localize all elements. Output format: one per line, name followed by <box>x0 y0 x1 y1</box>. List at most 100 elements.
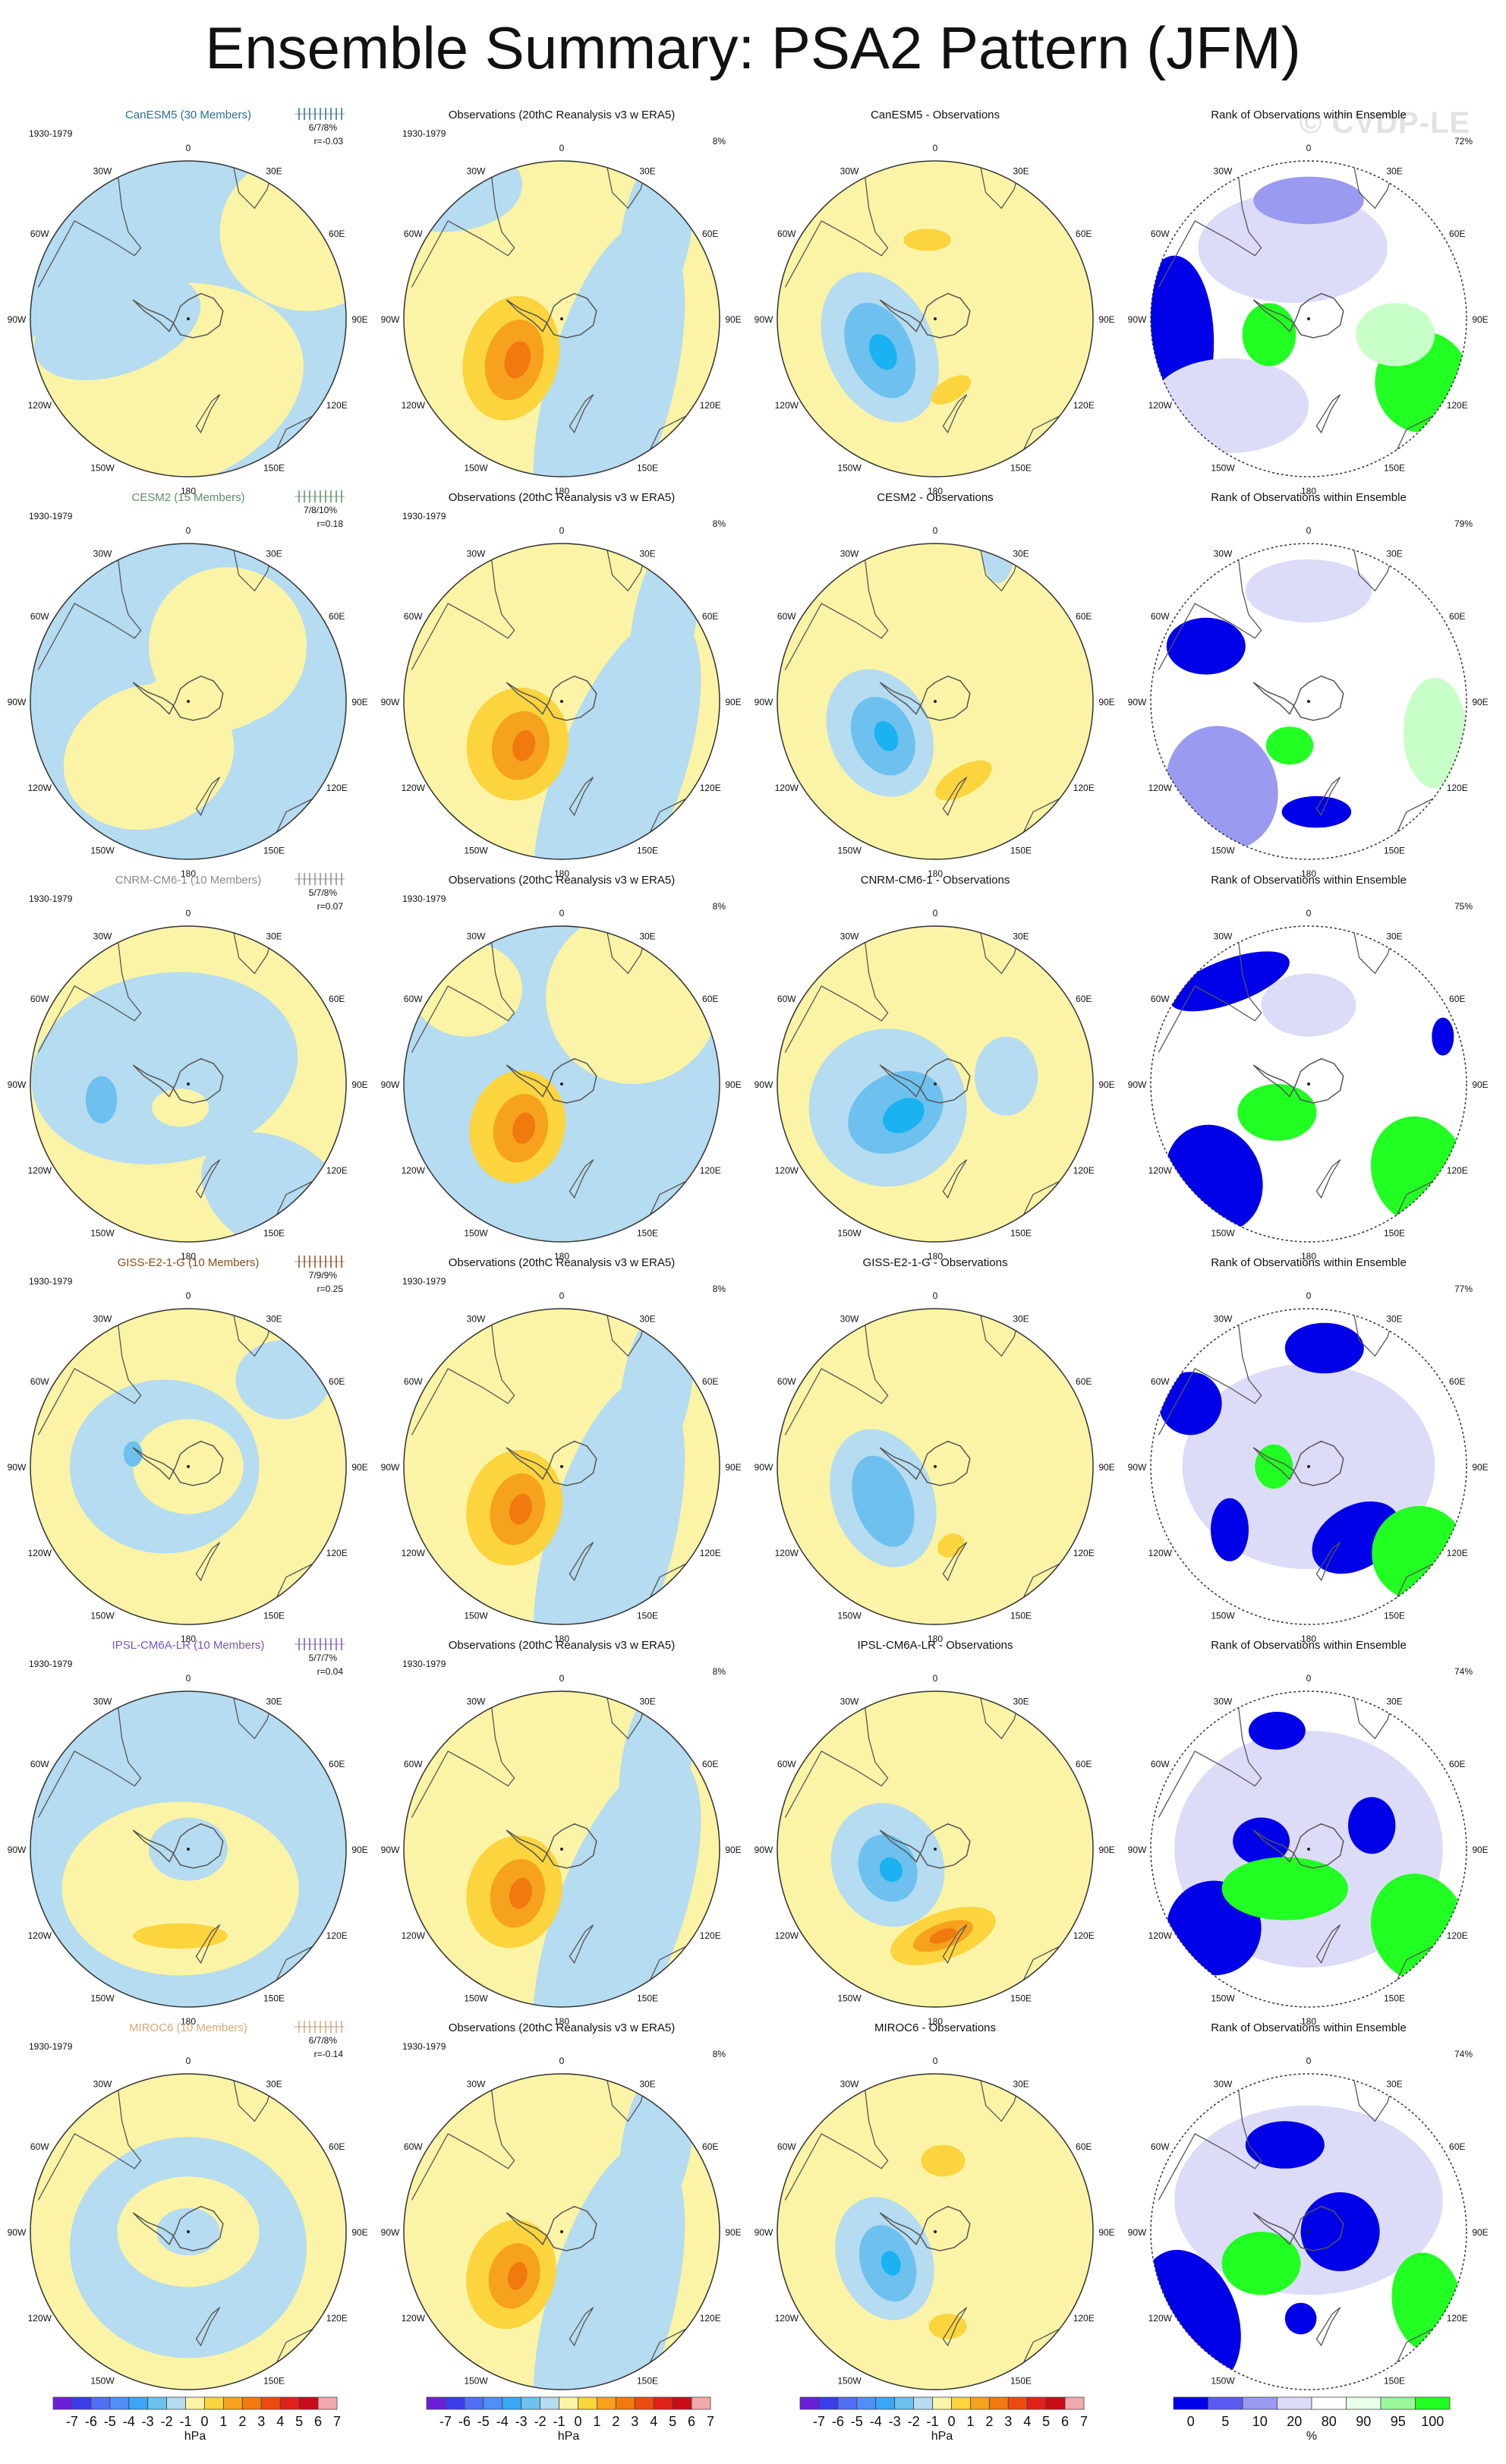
antarctica-coastline <box>1252 1823 1344 1869</box>
longitude-label: 30W <box>840 1696 859 1706</box>
colorbar-swatch <box>615 2396 635 2410</box>
longitude-label: 90E <box>1472 1079 1488 1090</box>
colorbar-tick-label: -2 <box>534 2414 547 2429</box>
map-border <box>403 543 720 860</box>
antarctica-coastline <box>132 675 224 721</box>
colorbar-tick-label: 7 <box>707 2414 714 2429</box>
colorbar-tick-label: 5 <box>669 2414 676 2429</box>
colorbar-tick-label: -6 <box>458 2414 471 2429</box>
map-field <box>1151 1309 1467 1624</box>
longitude-label: 0 <box>933 143 938 153</box>
longitude-label: 120W <box>28 1165 52 1176</box>
contour-region-ocean <box>235 1340 331 1419</box>
longitude-label: 90W <box>755 1845 773 1855</box>
contour-region-pos3 <box>509 1493 532 1525</box>
longitude-label: 150W <box>464 1993 488 2004</box>
rank-region <box>1348 1797 1396 1854</box>
longitude-label: 0 <box>1306 525 1312 536</box>
colorbar-tick-label: 6 <box>688 2414 695 2429</box>
longitude-label: 120W <box>1148 2313 1173 2324</box>
longitude-label: 120W <box>402 1930 426 1941</box>
colorbar-swatch <box>1026 2396 1047 2410</box>
longitude-label: 0 <box>559 1673 565 1684</box>
colorbar-unit: hPa <box>931 2430 953 2443</box>
longitude-label: 90E <box>1098 1079 1114 1090</box>
south-america-coastline <box>1158 2081 1262 2201</box>
longitude-label: 150E <box>1010 1611 1032 1621</box>
ensemble-stats: 6/7/8% <box>309 122 338 133</box>
longitude-label: 150E <box>1384 1228 1405 1239</box>
longitude-label: 180 <box>181 1634 196 1644</box>
new-zealand-coastline <box>569 777 594 817</box>
longitude-label: 30E <box>1013 548 1029 559</box>
longitude-label: 90E <box>1472 1462 1488 1473</box>
antarctica-coastline <box>506 1057 597 1104</box>
contour-region-neg1 <box>852 1455 915 1547</box>
colorbar-swatch <box>799 2396 820 2410</box>
longitude-label: 0 <box>186 143 191 153</box>
colorbar-swatch <box>147 2396 168 2410</box>
south-pole-marker <box>560 317 563 320</box>
map-border <box>1150 1308 1467 1625</box>
south-pole-marker <box>560 1082 563 1085</box>
panel-title: MIROC6 (10 Members) <box>129 2021 247 2034</box>
longitude-label: 90E <box>1098 2227 1114 2238</box>
ensemble-stats: 5/7/8% <box>309 887 338 898</box>
panel-title: CanESM5 - Observations <box>871 109 1000 121</box>
south-america-coastline <box>411 1316 515 1435</box>
ensemble-stats: 5/7/7% <box>309 1653 338 1663</box>
panel-title: Observations (20thC Reanalysis v3 w ERA5… <box>449 874 675 887</box>
longitude-label: 30E <box>266 931 282 941</box>
rank-region <box>1261 973 1356 1037</box>
colorbar-tick-label: 6 <box>314 2414 322 2429</box>
south-pole-marker <box>1307 700 1310 703</box>
longitude-label: 60E <box>1076 1759 1092 1769</box>
map-panel-r1-c1: 0 30E 60E 90E 120E 150E 180 150W 120W 90W 60W 30W Ob… <box>381 491 742 879</box>
antarctica-coastline <box>506 675 597 721</box>
longitude-label: 120W <box>775 783 799 793</box>
map-border <box>30 925 347 1243</box>
colorbar-swatch <box>913 2396 933 2410</box>
south-america-coastline <box>784 2081 889 2201</box>
longitude-label: 150E <box>1010 1993 1032 2004</box>
map-border <box>1150 1690 1467 2008</box>
longitude-label: 60E <box>702 1759 718 1769</box>
colorbar-tick-label: -2 <box>908 2414 920 2429</box>
longitude-label: 30W <box>1214 165 1233 176</box>
longitude-label: 30W <box>1214 2078 1233 2089</box>
longitude-label: 150E <box>637 2376 658 2387</box>
longitude-label: 0 <box>1306 1673 1312 1684</box>
colorbar-swatch <box>241 2396 262 2410</box>
map-border <box>777 1308 1094 1625</box>
colorbar-tick-label: 95 <box>1391 2414 1406 2429</box>
map-border <box>30 1308 347 1625</box>
longitude-label: 150E <box>1010 846 1032 856</box>
longitude-label: 60W <box>404 2141 423 2152</box>
colorbar-tick-label: 6 <box>1061 2414 1069 2429</box>
colorbar-tick-label: 3 <box>631 2414 638 2429</box>
new-zealand-coastline <box>569 1159 594 1199</box>
rank-region <box>1356 303 1435 367</box>
colorbar-swatch <box>691 2396 711 2410</box>
longitude-label: 150W <box>837 463 862 474</box>
rank-region <box>1403 677 1467 789</box>
longitude-label: 90W <box>1128 2227 1147 2238</box>
longitude-label: 150E <box>263 1611 285 1621</box>
colorbar-tick-label: 2 <box>985 2414 993 2429</box>
colorbar-tick-label: -1 <box>180 2414 192 2429</box>
longitude-label: 120E <box>1447 783 1468 793</box>
longitude-label: 60E <box>1076 1376 1092 1387</box>
colorbar-swatch <box>1064 2396 1085 2410</box>
colorbar-swatch <box>894 2396 914 2410</box>
longitude-label: 120E <box>1073 400 1095 411</box>
figure-title: Ensemble Summary: PSA2 Pattern (JFM) <box>205 14 1301 81</box>
longitude-label: 150W <box>464 463 488 474</box>
south-america-coastline <box>784 1316 889 1435</box>
colorbar-swatch <box>445 2396 465 2410</box>
longitude-label: 150W <box>837 2376 862 2387</box>
colorbar-swatch <box>559 2396 578 2410</box>
colorbar-swatch <box>540 2396 559 2410</box>
longitude-label: 30E <box>1013 1696 1029 1706</box>
map-border <box>403 160 720 477</box>
longitude-label: 60E <box>329 611 345 622</box>
